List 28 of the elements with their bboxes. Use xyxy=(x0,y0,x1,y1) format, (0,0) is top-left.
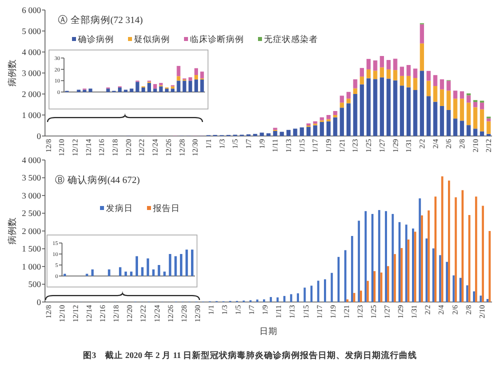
y-tick-label: 4 000 xyxy=(22,154,41,165)
text: Ⓑ 确认病例(44 672) xyxy=(55,174,140,186)
y-tick-label: 500 xyxy=(28,279,41,290)
legend-label: 报告日 xyxy=(152,203,180,213)
y-tick-label: 2 000 xyxy=(22,226,41,236)
legend-label: 无症状感染者 xyxy=(264,34,318,44)
legend-label: 疑似病例 xyxy=(134,34,170,44)
legend-label: 确诊病例 xyxy=(77,34,114,44)
y-tick-label: 3 000 xyxy=(22,68,41,78)
legend-label: 发病日 xyxy=(106,203,133,213)
y-tick-label: 1 500 xyxy=(22,244,41,254)
y-tick-label: 2 000 xyxy=(22,88,41,99)
y-tick-label: 0 xyxy=(36,130,41,141)
y-tick-label: 4 000 xyxy=(22,46,41,57)
caption: 图3 截止 2020 年 2 月 11 日新型冠状病毒肺炎确诊病例报告日期、发病日期流行曲线 xyxy=(82,350,418,360)
y-tick-label: 3 000 xyxy=(22,190,41,200)
y-tick-label: 0 xyxy=(36,296,41,307)
y-tick-label: 5 000 xyxy=(22,26,41,36)
x-axis-title: 日期 xyxy=(260,326,278,336)
legend-label: 临床诊断病例 xyxy=(190,34,244,44)
y-tick-label: 1 000 xyxy=(22,110,41,120)
y-tick-label: 6 000 xyxy=(22,4,41,15)
y-tick-label: 3 500 xyxy=(22,172,41,183)
y-axis-title: 病例数 xyxy=(7,60,17,86)
text: Ⓐ 全部病例(72 314) xyxy=(58,14,143,26)
y-tick-label: 1 000 xyxy=(22,261,41,272)
y-tick-label: 2 500 xyxy=(22,208,41,218)
y-axis-title: 病例数 xyxy=(7,218,17,244)
